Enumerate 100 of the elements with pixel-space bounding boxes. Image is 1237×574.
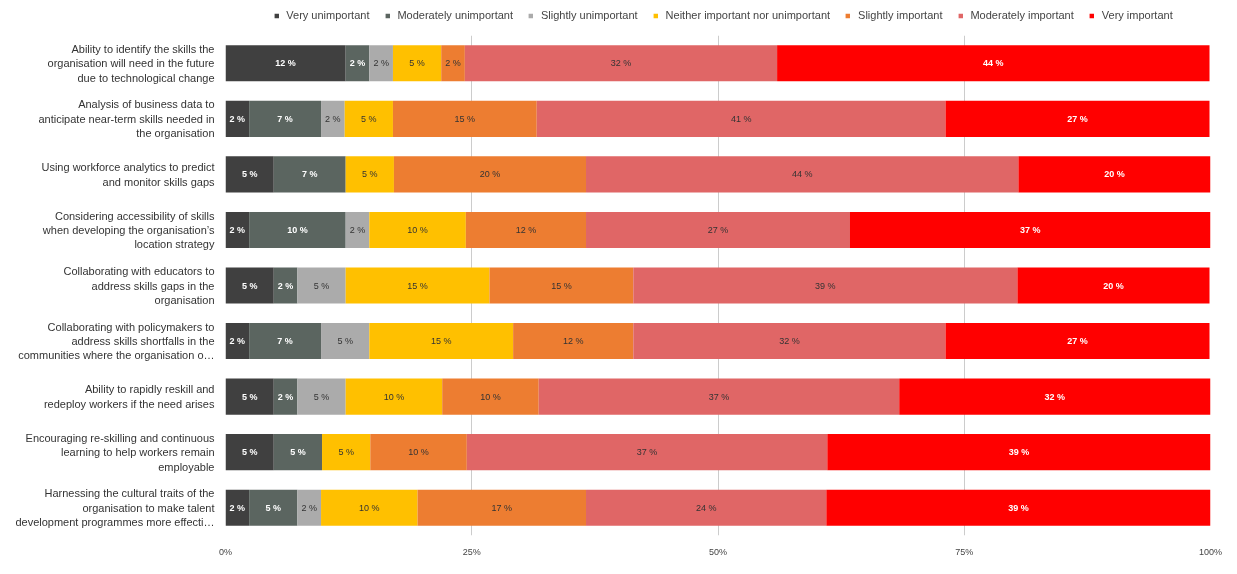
data-label: 24 %: [695, 502, 717, 513]
x-tick-label: 0%: [219, 546, 233, 557]
data-label: 2 %: [325, 113, 341, 124]
bar: [225, 45, 346, 82]
bar: [273, 434, 323, 471]
data-label: 2 %: [229, 336, 246, 347]
data-label: 2 %: [229, 224, 246, 235]
data-label: 5 %: [361, 113, 377, 124]
data-label: 2 %: [277, 280, 294, 291]
legend-label: Moderately unimportant: [397, 9, 514, 21]
legend-label: Neither important nor unimportant: [665, 9, 831, 21]
bar: [344, 100, 393, 137]
data-label: 12 %: [515, 224, 537, 235]
bar: [417, 489, 587, 526]
bar: [249, 211, 346, 248]
data-label: 2 %: [349, 58, 366, 69]
data-label: 27 %: [1067, 336, 1088, 347]
bar: [249, 100, 322, 137]
data-label: 20 %: [1103, 280, 1124, 291]
y-tick-label: Collaborating with policymakers to address skills shortfalls in the communities where the organisation o…: [18, 320, 215, 362]
bar: [321, 489, 418, 526]
bar: [1017, 267, 1210, 304]
data-label: 2 %: [301, 502, 317, 513]
data-label: 5 %: [313, 391, 330, 402]
data-label: 2 %: [229, 502, 246, 513]
data-label: 15 %: [454, 113, 476, 124]
bar: [899, 378, 1211, 415]
bar: [392, 45, 442, 82]
y-tick-label: Ability to rapidly reskill and redeploy workers if the need arises: [43, 383, 215, 410]
bar: [225, 434, 274, 471]
bar: [633, 267, 1018, 304]
data-label: 5 %: [313, 280, 330, 291]
data-label: 5 %: [290, 447, 306, 458]
y-tick-label: Ability to identify the skills the organisation will need in the future due to technological change: [47, 42, 215, 84]
data-label: 15 %: [430, 336, 452, 347]
data-label: 2 %: [277, 391, 294, 402]
data-label: 12 %: [275, 58, 296, 69]
bar: [536, 100, 946, 137]
data-label: 5 %: [338, 447, 354, 458]
legend-label: Very important: [1101, 9, 1173, 21]
data-label: 5 %: [241, 280, 258, 291]
bar: [297, 267, 346, 304]
data-label: 10 %: [480, 391, 501, 402]
data-label: 39 %: [815, 280, 836, 291]
data-label: 15 %: [551, 280, 572, 291]
bar: [586, 211, 850, 248]
legend-label: Very unimportant: [286, 9, 370, 21]
data-label: 5 %: [409, 58, 425, 69]
data-label: 10 %: [359, 502, 380, 513]
data-label: 41 %: [730, 113, 752, 124]
bar: [370, 434, 467, 471]
y-tick-label: Collaborating with educators to address skills gaps in the organisation: [63, 265, 215, 306]
bar: [826, 489, 1211, 526]
data-label: 37 %: [708, 391, 730, 402]
data-label: 5 %: [265, 502, 282, 513]
data-label: 10 %: [383, 391, 405, 402]
bar: [369, 323, 514, 360]
data-label: 44 %: [983, 58, 1004, 69]
data-label: 5 %: [241, 447, 258, 458]
bar: [273, 156, 346, 193]
bar: [225, 267, 274, 304]
bar: [538, 378, 900, 415]
data-label: 27 %: [1067, 113, 1088, 124]
data-label: 2 %: [229, 113, 246, 124]
bar: [369, 45, 393, 82]
data-label: 27 %: [707, 224, 729, 235]
bar: [297, 489, 322, 526]
data-label: 20 %: [1104, 169, 1125, 180]
y-tick-label: Encouraging re-skilling and continuous learning to help workers remain employable: [25, 431, 215, 473]
bar: [945, 100, 1210, 137]
bar: [945, 323, 1210, 360]
bar: [225, 378, 274, 415]
data-label: 5 %: [241, 391, 258, 402]
data-label: 39 %: [1008, 502, 1029, 513]
bar: [345, 378, 443, 415]
data-label: 32 %: [610, 58, 632, 69]
bar: [322, 434, 371, 471]
bar: [442, 378, 539, 415]
data-label: 37 %: [1019, 224, 1041, 235]
data-label: 7 %: [277, 336, 293, 347]
bar: [513, 323, 634, 360]
data-label: 10 %: [407, 224, 428, 235]
legend-label: Slightly important: [858, 9, 943, 21]
data-label: 32 %: [779, 336, 800, 347]
data-label: 2 %: [373, 58, 389, 69]
bar: [345, 211, 370, 248]
bar: [249, 489, 298, 526]
y-tick-label: Using workforce analytics to predict and monitor skills gaps: [41, 161, 215, 188]
legend-label: Slightly unimportant: [541, 9, 638, 21]
bar: [345, 267, 490, 304]
bar: [225, 156, 274, 193]
data-label: 15 %: [407, 280, 428, 291]
data-label: 37 %: [636, 447, 658, 458]
bar: [392, 100, 537, 137]
bar: [489, 267, 634, 304]
bar: [393, 156, 587, 193]
bar: [321, 100, 345, 137]
bar: [249, 323, 322, 360]
x-tick-label: 100%: [1198, 546, 1223, 557]
data-label: 2 %: [349, 224, 366, 235]
